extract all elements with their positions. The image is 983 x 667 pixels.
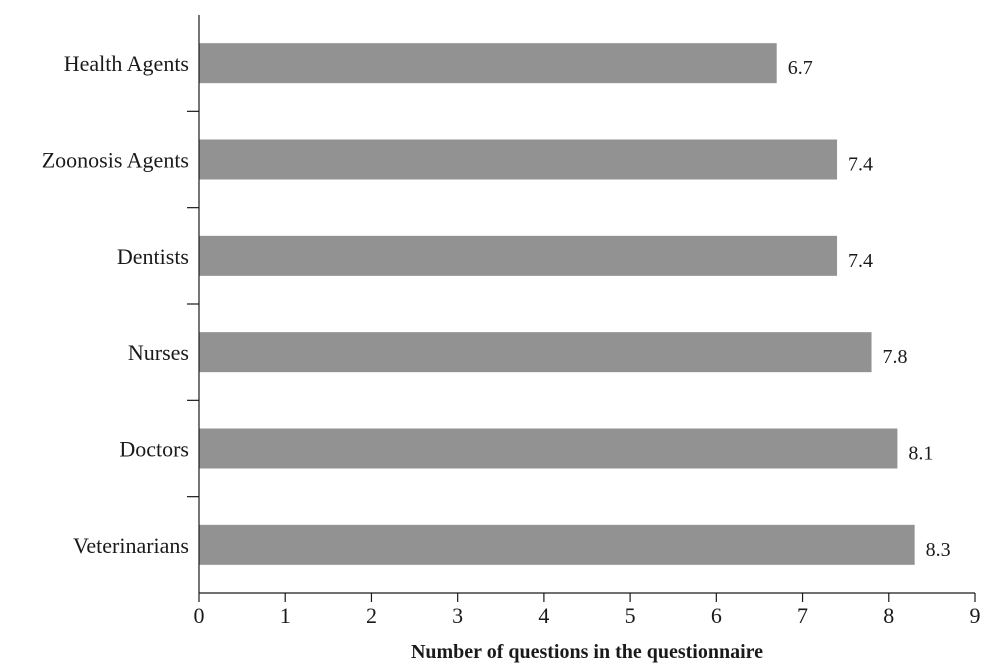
bar bbox=[199, 332, 872, 373]
category-label: Veterinarians bbox=[73, 533, 189, 558]
x-tick-label: 5 bbox=[625, 603, 636, 628]
x-tick-label: 9 bbox=[970, 603, 981, 628]
value-label: 7.4 bbox=[848, 250, 873, 272]
category-labels-group: Health Agents Zoonosis Agents Dentists Nurs… bbox=[42, 51, 189, 558]
bars-group bbox=[199, 43, 915, 565]
x-ticks-group: 0 1 2 3 4 5 6 7 8 9 bbox=[194, 593, 981, 628]
bar bbox=[199, 43, 777, 84]
axes-group bbox=[198, 15, 975, 594]
category-label: Health Agents bbox=[64, 51, 189, 76]
x-tick-label: 3 bbox=[452, 603, 463, 628]
value-label: 6.7 bbox=[788, 57, 813, 79]
x-tick-label: 8 bbox=[883, 603, 894, 628]
value-label: 7.4 bbox=[848, 154, 873, 176]
category-label: Nurses bbox=[128, 340, 189, 365]
x-axis-title: Number of questions in the questionnaire bbox=[411, 641, 763, 663]
x-tick-label: 4 bbox=[538, 603, 549, 628]
value-labels-group: 6.7 7.4 7.4 7.8 8.1 8.3 bbox=[788, 57, 951, 561]
value-label: 8.3 bbox=[926, 539, 951, 561]
bar bbox=[199, 235, 838, 276]
category-label: Dentists bbox=[117, 244, 189, 269]
bar bbox=[199, 524, 915, 565]
value-label: 8.1 bbox=[908, 443, 933, 465]
category-label: Doctors bbox=[119, 437, 189, 462]
bar bbox=[199, 428, 898, 469]
x-tick-label: 6 bbox=[711, 603, 722, 628]
x-tick-label: 1 bbox=[280, 603, 291, 628]
y-ticks-group bbox=[187, 110, 199, 498]
value-label: 7.8 bbox=[883, 346, 908, 368]
bar bbox=[199, 139, 838, 180]
x-tick-label: 2 bbox=[366, 603, 377, 628]
x-tick-label: 0 bbox=[194, 603, 205, 628]
x-tick-label: 7 bbox=[797, 603, 808, 628]
category-label: Zoonosis Agents bbox=[42, 148, 189, 173]
